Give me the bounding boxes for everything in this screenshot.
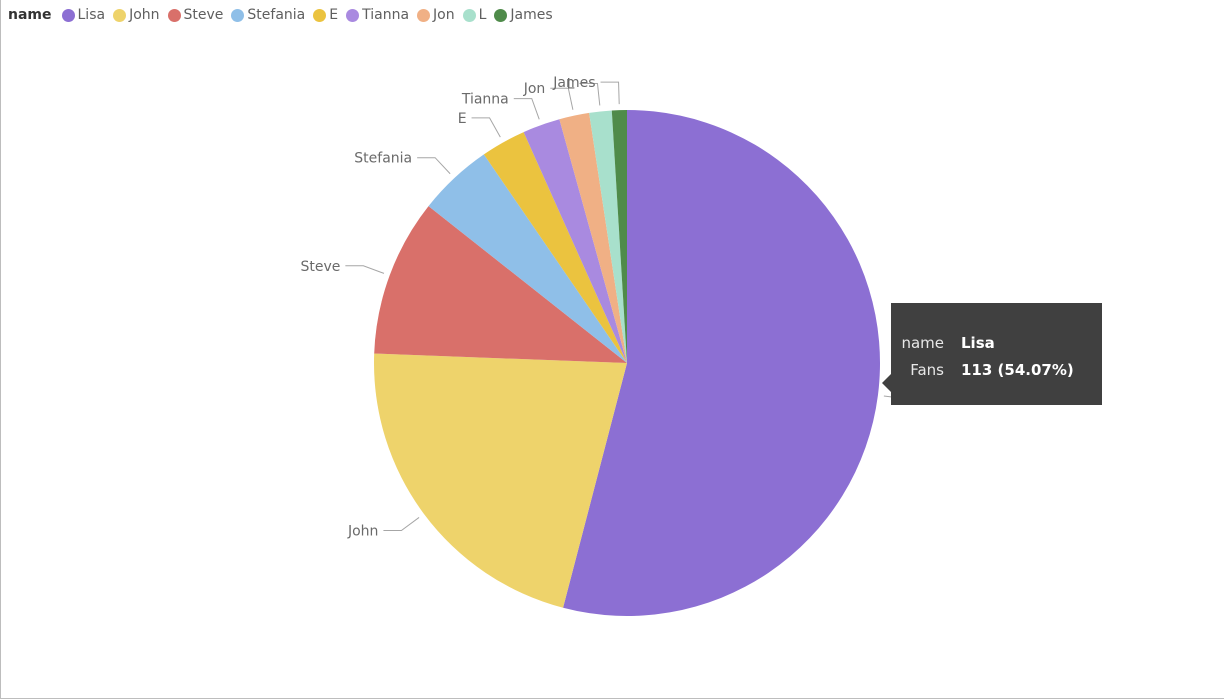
pie-slice-e[interactable] <box>483 132 627 363</box>
tooltip-key-name: name <box>901 333 944 352</box>
legend-dot <box>346 8 360 22</box>
leader-line <box>579 83 601 106</box>
pie-slice-lisa[interactable] <box>563 110 880 616</box>
tooltip-row-fans: Fans 113 (54.07%) <box>891 356 1102 383</box>
legend-item-lisa[interactable]: Lisa <box>61 7 106 23</box>
legend-dot <box>167 8 181 22</box>
leader-line <box>345 265 385 274</box>
legend-label: Stefania <box>247 7 306 23</box>
tooltip-arrow <box>882 374 891 392</box>
legend-label: James <box>510 7 553 23</box>
slice-label-tianna: Tianna <box>461 92 509 108</box>
legend-item-l[interactable]: L <box>462 7 487 23</box>
slice-label-l: L <box>567 77 575 93</box>
leader-line <box>513 98 540 120</box>
pie-slice-tianna[interactable] <box>523 119 627 363</box>
slice-label-steve: Steve <box>300 259 340 275</box>
legend-label: John <box>129 7 160 23</box>
legend-item-tianna[interactable]: Tianna <box>346 7 409 23</box>
tooltip-row-name: name Lisa <box>891 329 1102 356</box>
tooltip-value-fans: 113 (54.07%) <box>961 360 1074 379</box>
legend-dot <box>113 8 127 22</box>
leader-line <box>417 157 451 175</box>
legend-dot <box>61 8 75 22</box>
legend: name Lisa John Steve Stefania E Tianna J… <box>8 5 561 25</box>
pie-slice-john[interactable] <box>374 353 627 608</box>
legend-item-stefania[interactable]: Stefania <box>231 7 305 23</box>
legend-dot <box>313 8 327 22</box>
slice-label-e: E <box>458 111 467 127</box>
pie-slice-jon[interactable] <box>559 112 627 363</box>
legend-item-james[interactable]: James <box>494 7 553 23</box>
leader-line <box>550 87 574 110</box>
tooltip-key-fans: Fans <box>910 360 944 379</box>
legend-dot <box>494 8 508 22</box>
slice-label-james: James <box>552 75 595 91</box>
pie-slice-l[interactable] <box>589 110 627 363</box>
leader-line <box>383 517 420 532</box>
pie-slice-stefania[interactable] <box>428 154 627 363</box>
tooltip-value-name: Lisa <box>961 333 995 352</box>
legend-dot <box>417 8 431 22</box>
legend-label: Steve <box>183 7 224 23</box>
legend-item-e[interactable]: E <box>313 7 338 23</box>
legend-item-steve[interactable]: Steve <box>167 7 224 23</box>
legend-item-jon[interactable]: Jon <box>417 7 455 23</box>
tooltip: name Lisa Fans 113 (54.07%) <box>882 303 1102 405</box>
legend-label: Lisa <box>77 7 106 23</box>
slice-label-stefania: Stefania <box>354 151 412 167</box>
leader-line <box>600 81 620 105</box>
slice-label-jon: Jon <box>523 81 546 97</box>
legend-item-john[interactable]: John <box>113 7 160 23</box>
legend-label: Tianna <box>362 7 410 23</box>
legend-label: L <box>478 7 487 23</box>
pie-slice-james[interactable] <box>611 110 627 363</box>
slice-label-john: John <box>347 524 378 540</box>
legend-label: E <box>329 7 339 23</box>
legend-dot <box>231 8 245 22</box>
leader-line <box>471 117 501 138</box>
legend-dot <box>462 8 476 22</box>
legend-title: name <box>8 7 52 23</box>
legend-label: Jon <box>433 7 455 23</box>
pie-slice-steve[interactable] <box>374 206 627 363</box>
